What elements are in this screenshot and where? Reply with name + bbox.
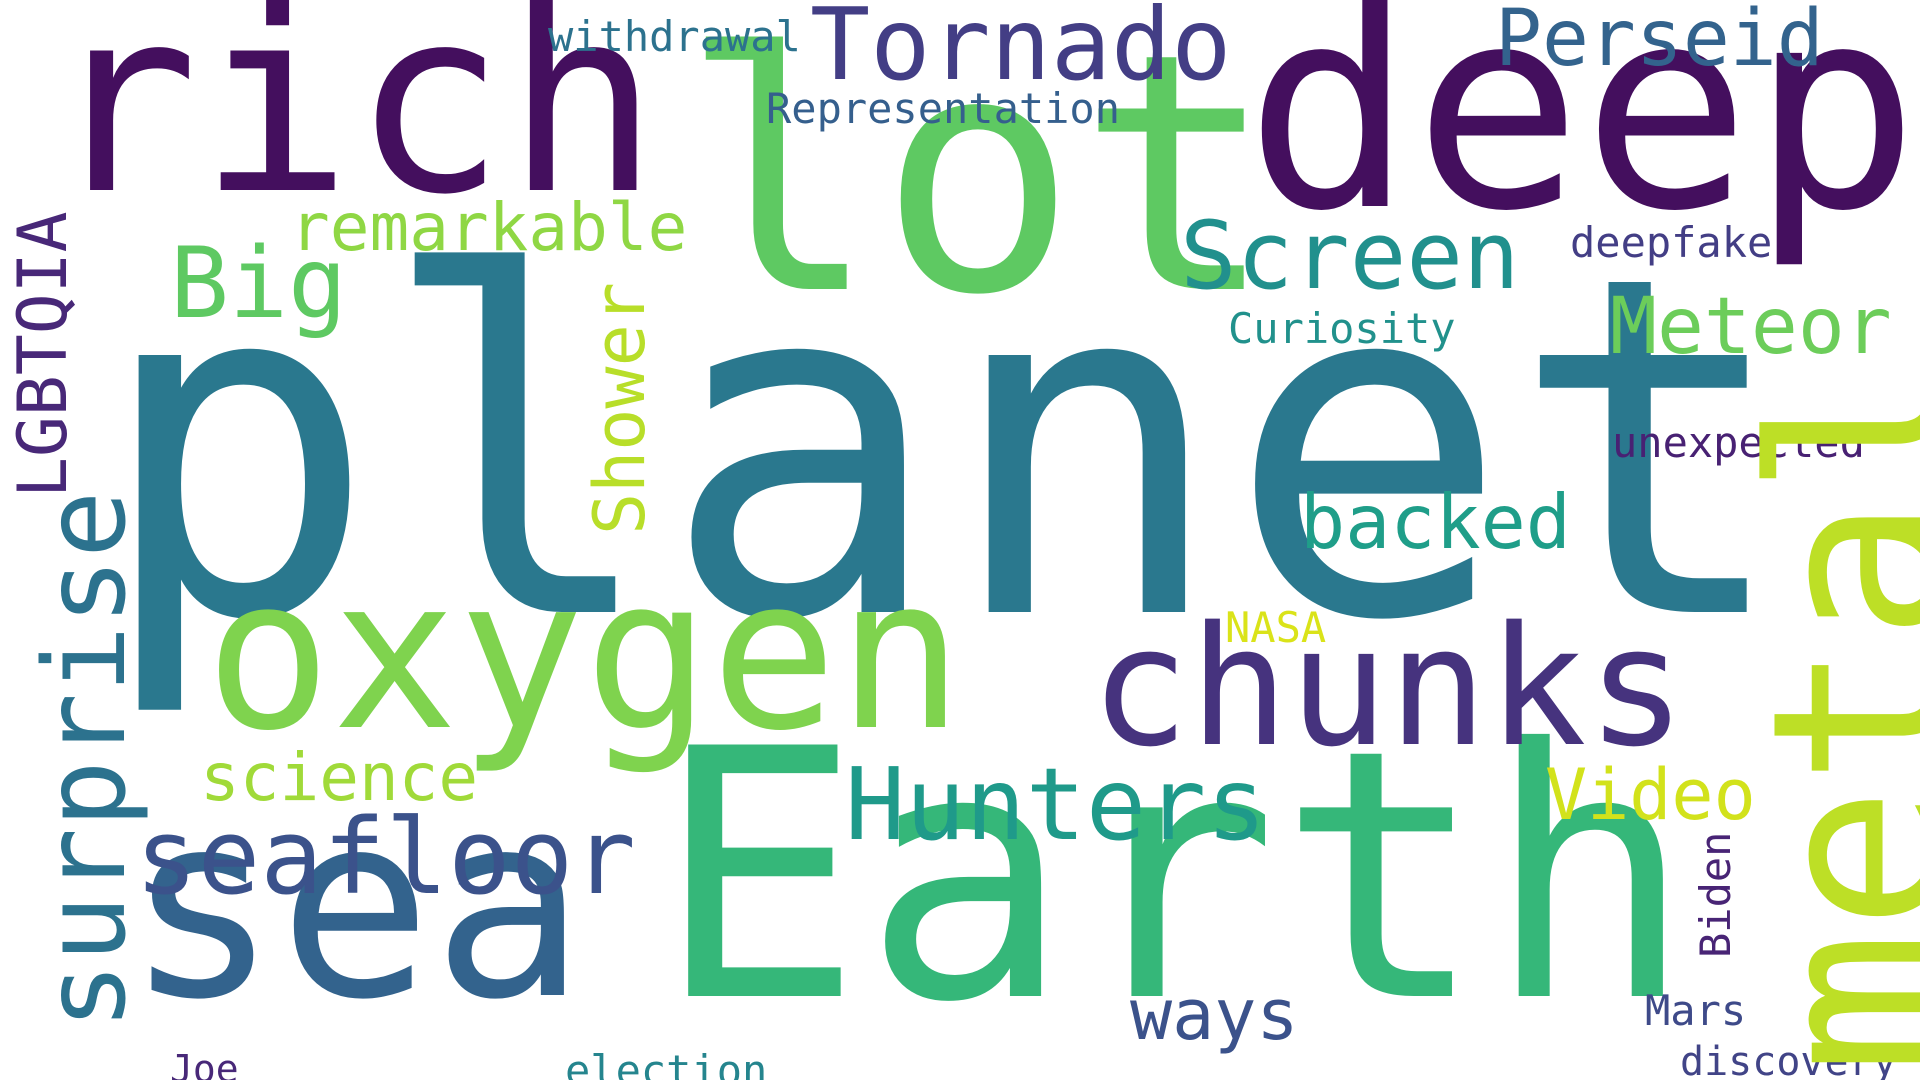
word-hunters: Hunters	[845, 746, 1267, 863]
word-joe: Joe	[170, 1047, 239, 1080]
word-rich: rich	[45, 0, 660, 251]
word-remarkable: remarkable	[290, 189, 688, 266]
word-seafloor: seafloor	[135, 796, 636, 918]
word-election: election	[565, 1046, 768, 1080]
word-nasa: NASA	[1225, 603, 1327, 652]
word-tornado: Tornado	[810, 0, 1232, 103]
word-biden: Biden	[1691, 831, 1740, 958]
word-mars: Mars	[1645, 986, 1747, 1035]
word-screen: Screen	[1180, 202, 1520, 311]
word-meteor: Meteor	[1610, 282, 1892, 372]
word-big: Big	[170, 227, 348, 341]
word-oxygen: oxygen	[205, 532, 964, 777]
word-metal: metal	[1720, 352, 1920, 1075]
word-unexpected: unexpected	[1612, 418, 1865, 467]
word-representation: Representation	[766, 84, 1121, 133]
word-ways: ways	[1130, 974, 1299, 1056]
word-shower: Shower	[579, 282, 661, 535]
word-earth: Earth	[655, 677, 1694, 1078]
word-discovery: discovery	[1680, 1039, 1897, 1080]
word-surprise: surprise	[21, 490, 151, 1030]
word-lot: lot	[680, 0, 1277, 367]
word-chunks: chunks	[1090, 591, 1687, 783]
word-deep: deep	[1245, 0, 1920, 273]
word-backed: backed	[1300, 478, 1571, 566]
word-video: Video	[1545, 754, 1756, 836]
word-science: science	[200, 739, 479, 816]
word-withdrawal: withdrawal	[548, 12, 801, 61]
word-lgbtqia: LGBTQIA	[4, 211, 83, 498]
word-deepfake: deepfake	[1570, 218, 1773, 267]
word-perseid: Perseid	[1495, 0, 1824, 84]
word-curiosity: Curiosity	[1228, 304, 1456, 353]
word-planet: planet	[95, 176, 1793, 723]
word-sea: sea	[125, 759, 586, 1056]
